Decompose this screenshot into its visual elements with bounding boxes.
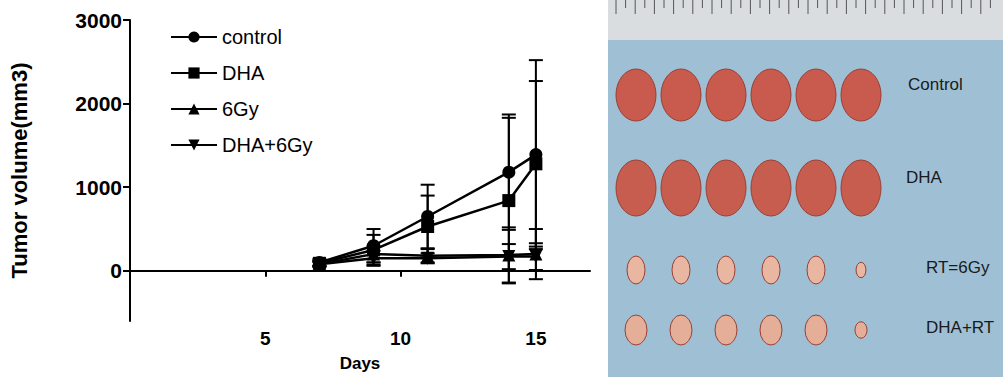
svg-text:DHA: DHA: [906, 168, 943, 187]
svg-text:DHA+6Gy: DHA+6Gy: [222, 134, 313, 156]
svg-text:1000: 1000: [75, 176, 122, 199]
svg-text:DHA+RT: DHA+RT: [926, 318, 994, 337]
svg-text:2000: 2000: [75, 92, 122, 115]
svg-text:RT=6Gy: RT=6Gy: [926, 258, 990, 277]
svg-text:DHA: DHA: [222, 62, 265, 84]
svg-text:Tumor volume(mm3): Tumor volume(mm3): [7, 63, 32, 279]
svg-text:control: control: [222, 26, 282, 48]
svg-text:5: 5: [260, 328, 271, 349]
svg-text:Days: Days: [340, 354, 381, 373]
svg-text:15: 15: [525, 328, 547, 349]
svg-text:6Gy: 6Gy: [222, 98, 259, 120]
svg-text:0: 0: [110, 259, 122, 282]
svg-text:Control: Control: [908, 75, 963, 94]
svg-text:10: 10: [390, 328, 411, 349]
svg-text:3000: 3000: [75, 9, 122, 32]
